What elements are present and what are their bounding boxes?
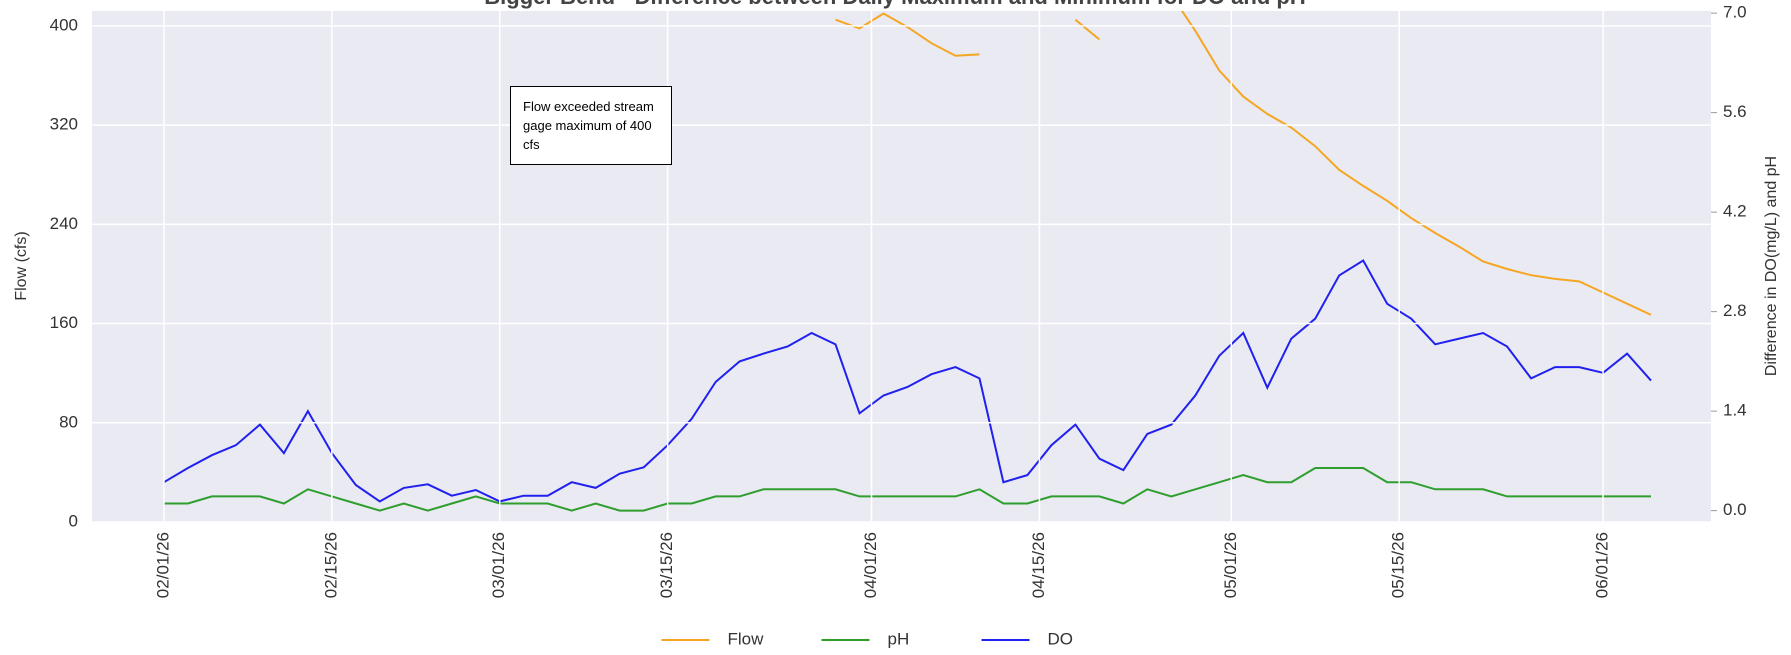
y2-tick-label: 1.4 xyxy=(1723,401,1747,420)
y-tick-label: 0 xyxy=(69,511,78,530)
annotation: Flow exceeded stream gage maximum of 400… xyxy=(510,86,672,165)
x-tick-label: 05/01/26 xyxy=(1221,532,1240,598)
x-tick-label: 02/15/26 xyxy=(321,532,340,598)
legend-label: Flow xyxy=(728,629,765,648)
y-tick-label: 240 xyxy=(50,214,78,233)
series-line xyxy=(835,11,1652,316)
y-tick-label: 400 xyxy=(50,15,78,34)
x-tick-label: 04/01/26 xyxy=(861,532,880,598)
y-tick-label: 320 xyxy=(50,115,78,134)
x-tick-label: 02/01/26 xyxy=(153,532,172,598)
x-tick-label: 04/15/26 xyxy=(1029,532,1048,598)
y2-tick-label: 2.8 xyxy=(1723,301,1747,320)
x-tick-label: 06/01/26 xyxy=(1593,532,1612,598)
y2-axis-label: Difference in DO(mg/L) and pH xyxy=(1763,156,1780,376)
x-tick-label: 05/15/26 xyxy=(1389,532,1408,598)
x-tick-label: 03/15/26 xyxy=(657,532,676,598)
y2-tick-label: 7.0 xyxy=(1723,3,1747,22)
y2-tick-label: 4.2 xyxy=(1723,202,1747,221)
y2-tick-label: 0.0 xyxy=(1723,500,1747,519)
y-tick-label: 80 xyxy=(59,412,78,431)
series-line xyxy=(164,467,1651,512)
y-tick-label: 160 xyxy=(50,313,78,332)
x-tick-label: 03/01/26 xyxy=(489,532,508,598)
y2-tick-label: 5.6 xyxy=(1723,102,1747,121)
plot-area xyxy=(92,11,1711,522)
legend-label: DO xyxy=(1048,629,1074,648)
lines xyxy=(163,11,1652,512)
y-axis-label: Flow (cfs) xyxy=(13,231,30,300)
series-line xyxy=(163,259,1652,503)
legend-label: pH xyxy=(888,629,910,648)
chart-title: Bigger Bend - Difference between Daily M… xyxy=(484,0,1305,9)
